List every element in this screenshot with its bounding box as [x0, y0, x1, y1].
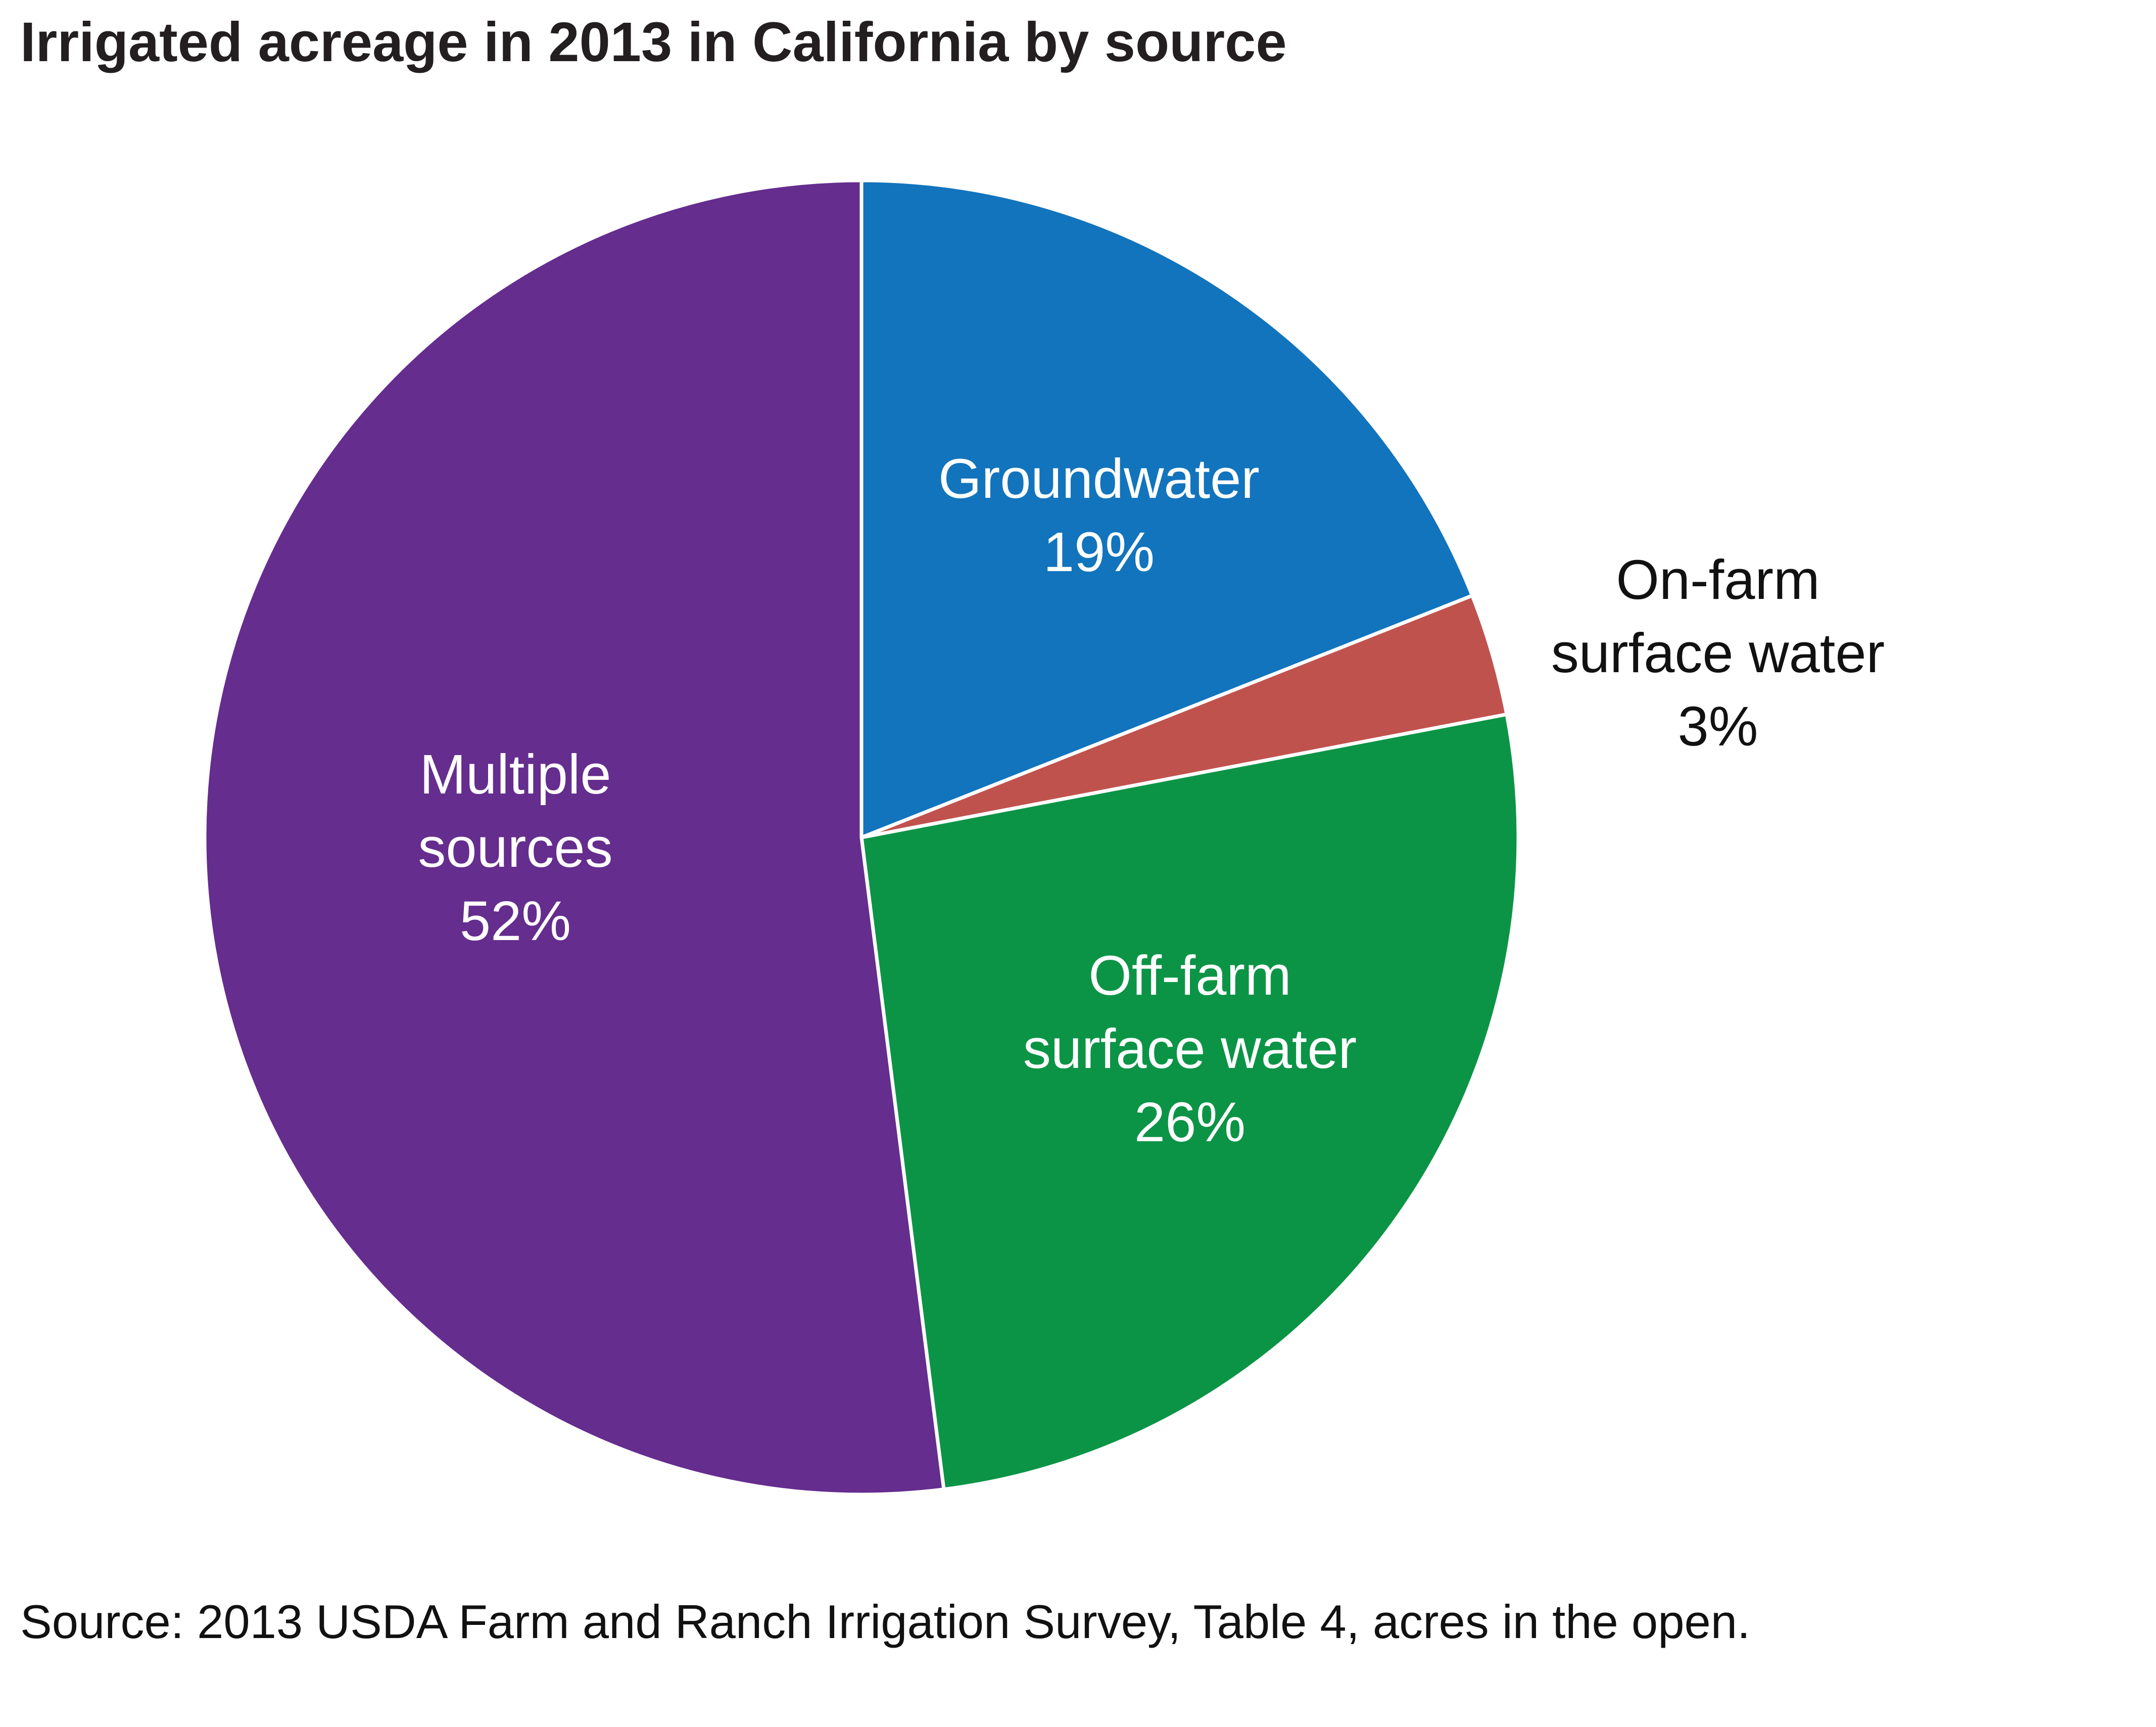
slice-label-on-farm-surface-water: On-farm surface water 3% — [1551, 549, 1885, 758]
slice-name-label: surface water — [1551, 622, 1885, 684]
slice-value-label: 19% — [1043, 521, 1155, 583]
slice-value-label: 52% — [460, 890, 571, 952]
slice-name-label: On-farm — [1616, 549, 1819, 611]
slice-name-label: Multiple — [419, 743, 611, 806]
slice-value-label: 3% — [1678, 695, 1758, 758]
slice-name-label: Off-farm — [1088, 945, 1291, 1007]
slice-value-label: 26% — [1134, 1091, 1245, 1153]
pie-slice-off-farm-surface-water — [859, 712, 1520, 1491]
pie-slice-on-farm-surface-water — [859, 593, 1509, 839]
slice-name-label: surface water — [1023, 1018, 1357, 1080]
pie-slice-multiple-sources — [203, 178, 946, 1497]
slice-name-label: Groundwater — [938, 448, 1260, 510]
slice-label-multiple-sources: Multiple sources 52% — [418, 743, 612, 952]
slice-label-groundwater: Groundwater 19% — [938, 448, 1260, 583]
slice-label-off-farm-surface-water: Off-farm surface water 26% — [1023, 945, 1357, 1153]
chart-title: Irrigated acreage in 2013 in California … — [20, 11, 1287, 73]
chart-source: Source: 2013 USDA Farm and Ranch Irrigat… — [20, 1595, 1751, 1648]
pie-slice-groundwater — [859, 178, 1474, 839]
slice-name-label: sources — [418, 817, 612, 879]
